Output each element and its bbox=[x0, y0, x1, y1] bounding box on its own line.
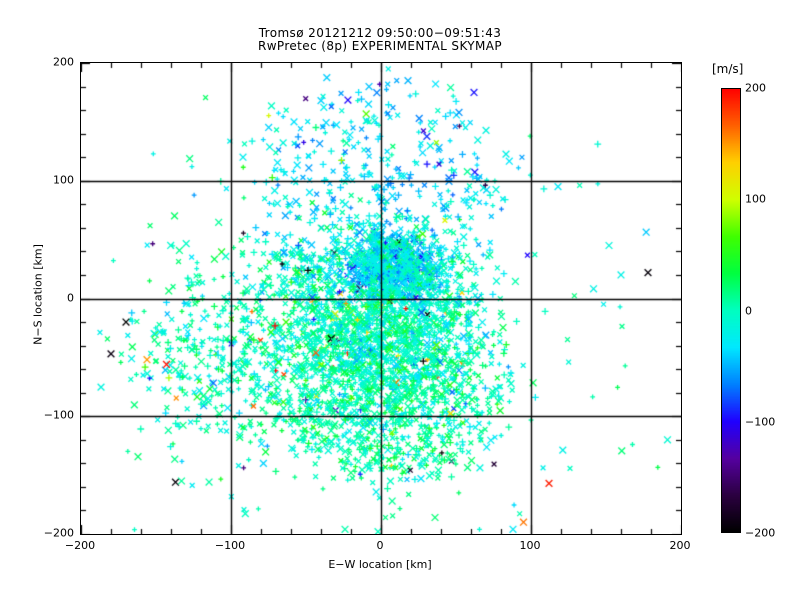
colorbar-tick-label: −200 bbox=[745, 526, 776, 540]
title-line-2: RwPretec (8p) EXPERIMENTAL SKYMAP bbox=[257, 39, 503, 53]
y-tick-label: −100 bbox=[43, 408, 74, 422]
y-tick-label: 200 bbox=[53, 55, 74, 69]
x-tick-label: 0 bbox=[376, 539, 384, 552]
colorbar-unit-label: [m/s] bbox=[712, 62, 744, 76]
colorbar-tick-label: 0 bbox=[745, 304, 752, 317]
y-tick-label: 0 bbox=[67, 291, 74, 304]
plot-title: Tromsø 20121212 09:50:00−09:51:43 RwPret… bbox=[0, 27, 760, 53]
x-tick-label: 100 bbox=[519, 539, 541, 552]
x-tick-label: −100 bbox=[214, 539, 246, 552]
y-tick-label: −200 bbox=[43, 526, 74, 540]
title-line-1: Tromsø 20121212 09:50:00−09:51:43 bbox=[258, 26, 502, 40]
x-tick-label: −200 bbox=[64, 539, 96, 552]
scatter-canvas bbox=[81, 63, 681, 534]
x-tick-label: 200 bbox=[669, 539, 691, 552]
x-axis-title: E−W location [km] bbox=[328, 558, 432, 571]
colorbar-tick-label: 100 bbox=[745, 192, 766, 206]
colorbar bbox=[721, 88, 741, 533]
y-tick-label: 100 bbox=[53, 173, 74, 187]
colorbar-tick-label: 200 bbox=[745, 81, 766, 95]
colorbar-tick-label: −100 bbox=[745, 415, 776, 429]
y-axis-title: N−S location [km] bbox=[31, 244, 45, 345]
plot-area bbox=[80, 62, 682, 535]
colorbar-gradient bbox=[721, 88, 741, 533]
